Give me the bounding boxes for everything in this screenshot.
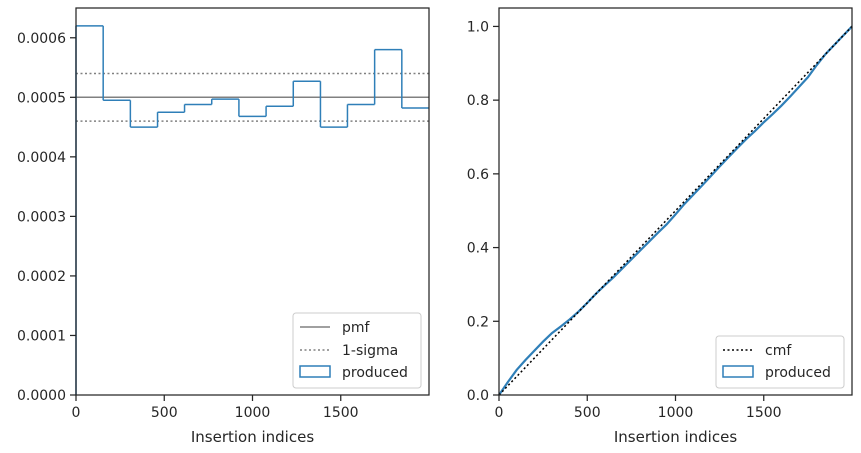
left-ytick-label-4: 0.0004 bbox=[17, 150, 66, 166]
right-xtick-label-2: 1000 bbox=[658, 405, 694, 421]
left-legend-box bbox=[292, 312, 422, 389]
left-x-axis-label: Insertion indices bbox=[191, 428, 314, 446]
left-ytick-label-6: 0.0006 bbox=[17, 31, 66, 47]
left-ytick-label-1: 0.0001 bbox=[17, 328, 66, 344]
right-xtick-label-1: 500 bbox=[574, 405, 601, 421]
legend-produced-patch-right bbox=[722, 365, 754, 378]
histogram-panel: 0 500 1000 1500 0.0000 0.0001 0.0002 0.0003 0.00… bbox=[17, 7, 430, 446]
right-ytick-label-0: 0.0 bbox=[467, 388, 489, 404]
legend-sigma-label: 1-sigma bbox=[342, 343, 398, 359]
right-plot-area bbox=[499, 8, 852, 395]
left-xtick-label-0: 0 bbox=[72, 405, 81, 421]
right-ytick-label-1: 0.2 bbox=[467, 314, 489, 330]
right-data-layer bbox=[498, 25, 853, 396]
left-ytick-label-3: 0.0003 bbox=[17, 209, 66, 225]
legend-produced-label-right: produced bbox=[765, 365, 831, 381]
right-xtick-label-0: 0 bbox=[495, 405, 504, 421]
left-ytick-label-5: 0.0005 bbox=[17, 90, 66, 106]
left-ytick-label-0: 0.0000 bbox=[17, 388, 66, 404]
produced-cumulative-line bbox=[498, 25, 853, 396]
legend-produced-label: produced bbox=[342, 365, 408, 381]
right-xtick-label-3: 1500 bbox=[746, 405, 782, 421]
left-xtick-label-2: 1000 bbox=[235, 405, 271, 421]
right-ytick-label-5: 1.0 bbox=[467, 19, 489, 35]
right-x-axis-label: Insertion indices bbox=[614, 428, 737, 446]
right-ytick-label-2: 0.4 bbox=[467, 241, 489, 257]
left-xtick-label-1: 500 bbox=[151, 405, 178, 421]
left-xtick-label-3: 1500 bbox=[323, 405, 359, 421]
left-ytick-label-2: 0.0002 bbox=[17, 269, 66, 285]
right-legend-box bbox=[715, 335, 845, 389]
legend-produced-patch bbox=[299, 365, 331, 378]
right-legend: cmf produced bbox=[715, 335, 845, 389]
legend-cmf-label: cmf bbox=[765, 343, 792, 359]
left-data-layer bbox=[75, 25, 429, 395]
left-legend: pmf 1-sigma produced bbox=[292, 312, 422, 389]
cumulative-panel: 0 500 1000 1500 0.0 0.2 0.4 0.6 0.8 1.0 Insertion… bbox=[467, 7, 853, 446]
left-ticks: 0 500 1000 1500 0.0000 0.0001 0.0002 0.0003 0.00… bbox=[17, 31, 359, 421]
right-ytick-label-4: 0.8 bbox=[467, 93, 489, 109]
right-ticks: 0 500 1000 1500 0.0 0.2 0.4 0.6 0.8 1.0 bbox=[467, 19, 782, 421]
right-ytick-label-3: 0.6 bbox=[467, 167, 489, 183]
legend-pmf-label: pmf bbox=[342, 320, 371, 336]
